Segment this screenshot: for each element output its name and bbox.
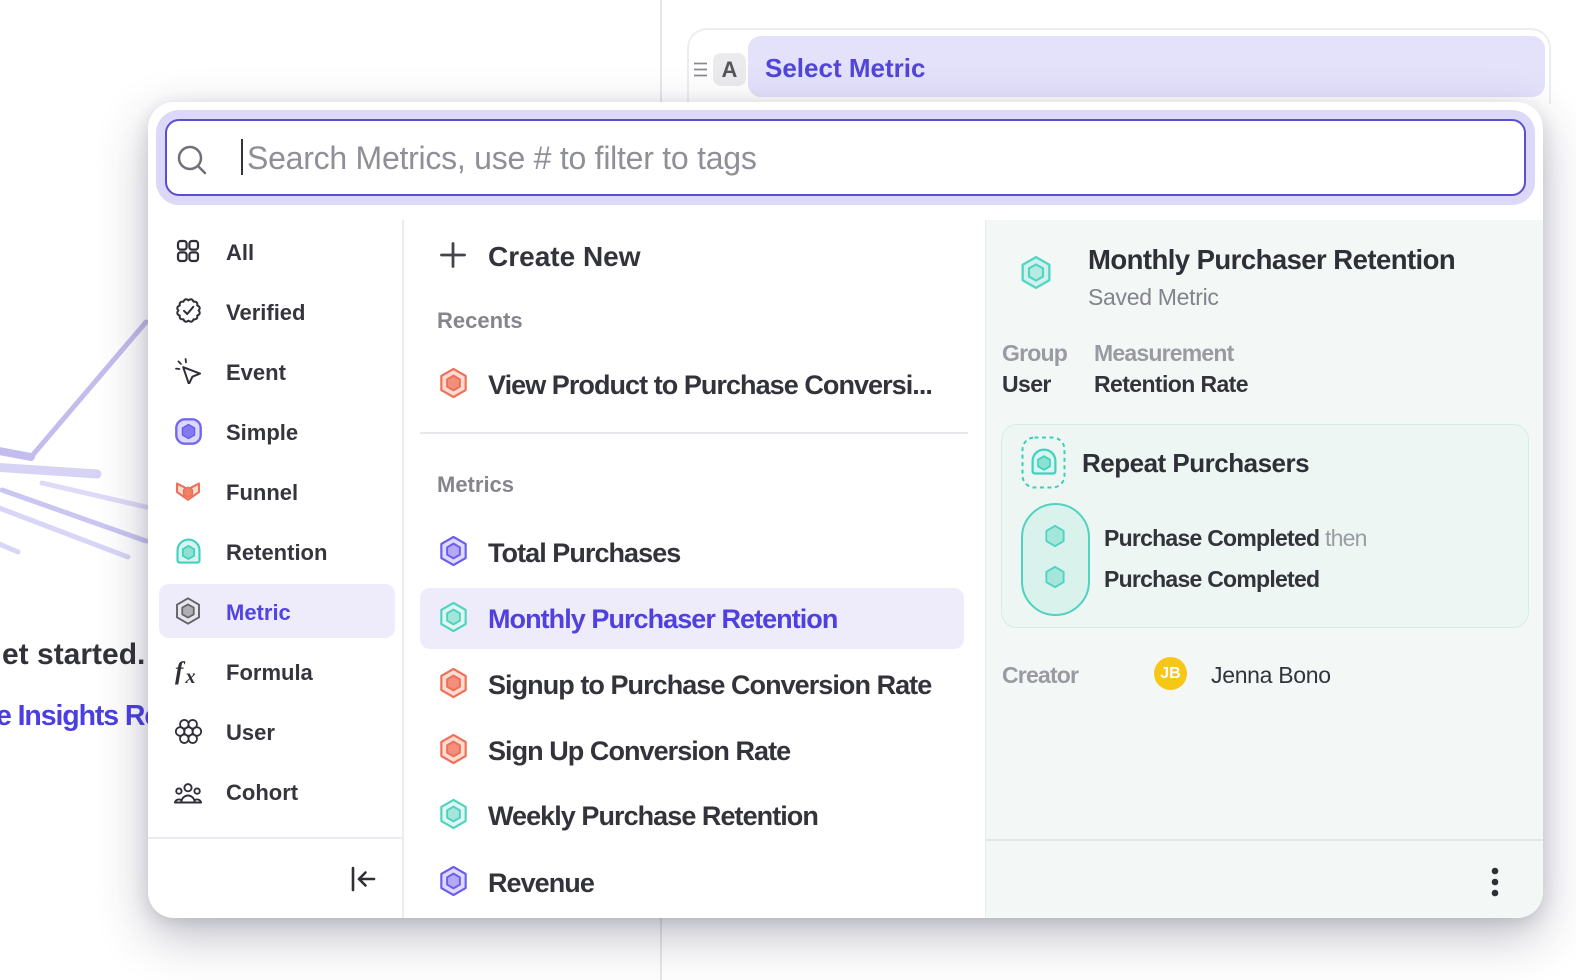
svg-text:x: x bbox=[185, 666, 196, 686]
svg-text:f: f bbox=[175, 658, 186, 685]
